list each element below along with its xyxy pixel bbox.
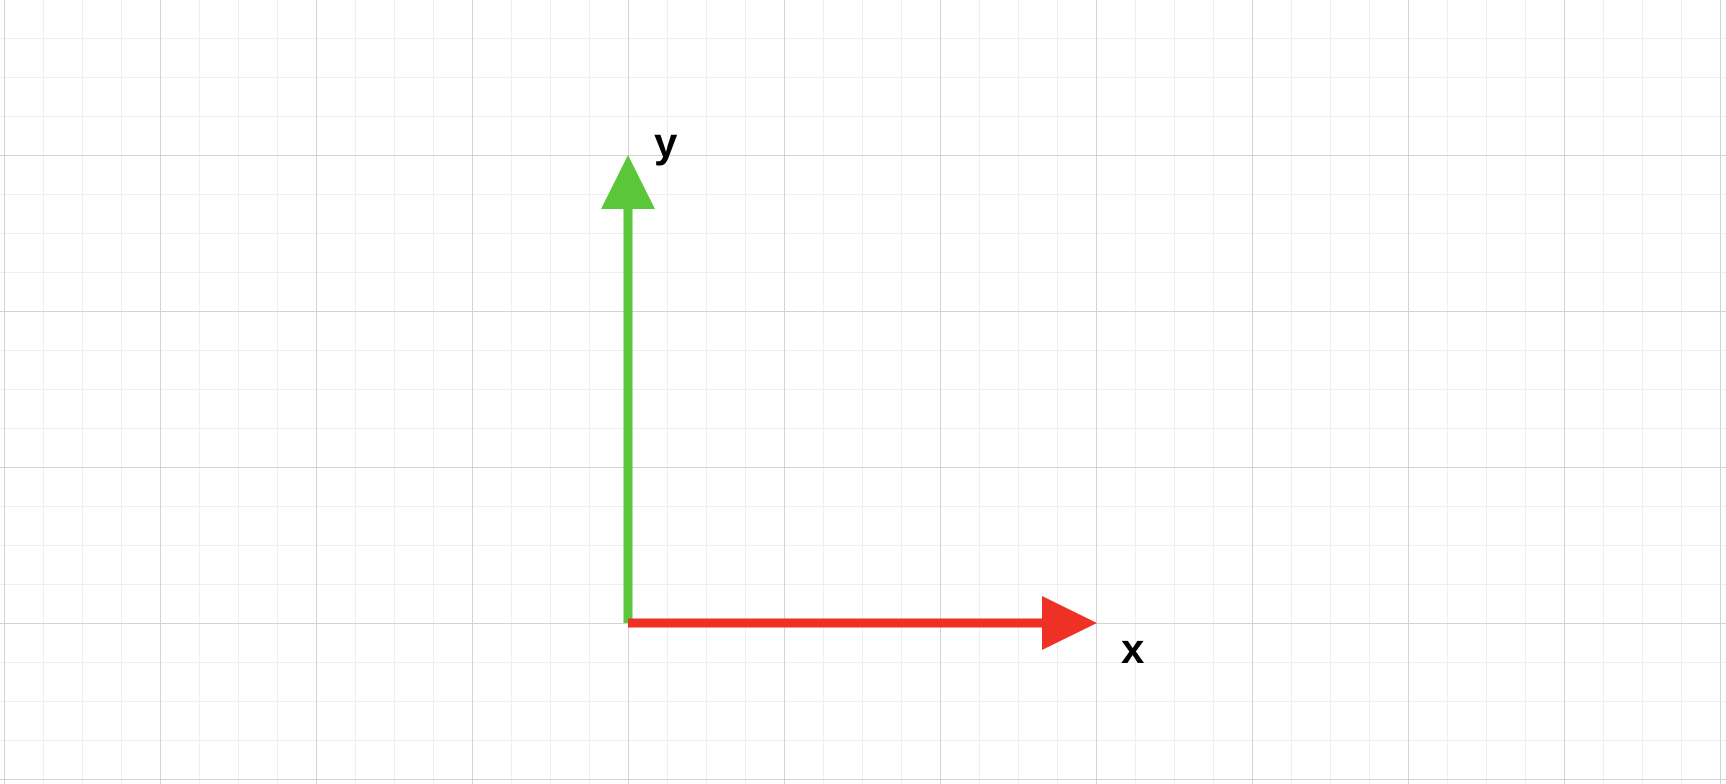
y-axis (601, 155, 655, 623)
x-axis-arrowhead (1042, 596, 1097, 650)
y-axis-label: y (654, 119, 678, 166)
x-axis (628, 596, 1097, 650)
x-axis-label: x (1121, 625, 1145, 672)
y-axis-arrowhead (601, 155, 655, 209)
